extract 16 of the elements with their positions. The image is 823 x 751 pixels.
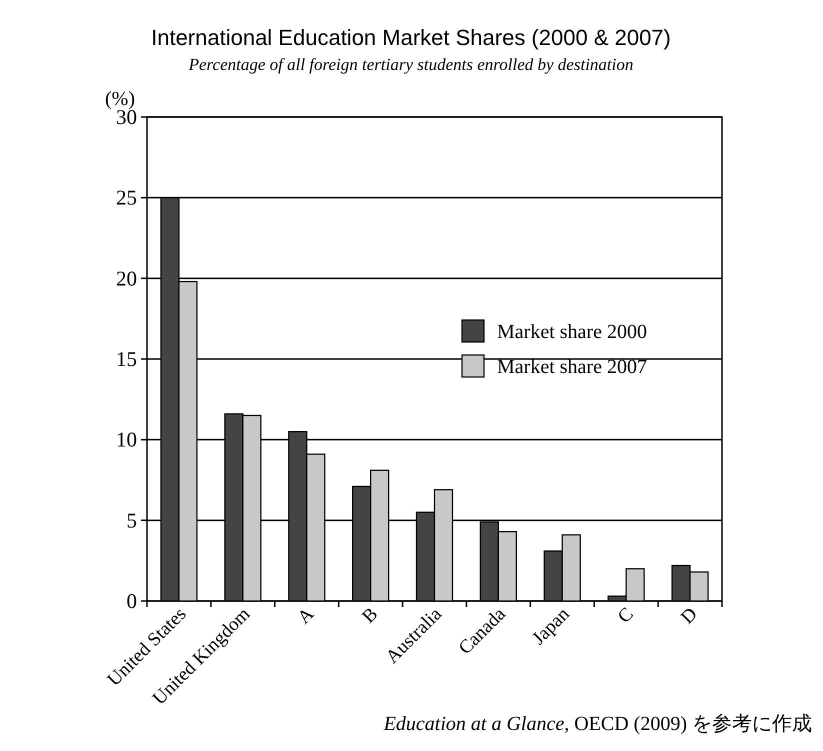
y-tick-label: 0 (126, 589, 137, 613)
y-tick-label: 10 (116, 428, 137, 452)
chart-title: International Education Market Shares (2000 & 2007) (151, 25, 671, 50)
x-tick-label: C (614, 604, 638, 628)
y-tick-label: 5 (126, 508, 137, 532)
y-axis-title: (%) (105, 88, 135, 110)
legend-label: Market share 2007 (497, 356, 647, 378)
text: Education at a Glance, OECD (2009) を参考に作成 (382, 713, 812, 735)
x-tick-label: A (294, 604, 318, 628)
x-tick-label: D (677, 604, 702, 628)
y-tick-label: 20 (116, 266, 137, 290)
x-tick-label: B (358, 604, 382, 628)
chart-subtitle: Percentage of all foreign tertiary students enrolled by destination (188, 55, 634, 74)
y-tick-label: 15 (116, 347, 137, 371)
legend-label: Market share 2000 (497, 321, 647, 343)
y-tick-label: 25 (116, 186, 137, 210)
